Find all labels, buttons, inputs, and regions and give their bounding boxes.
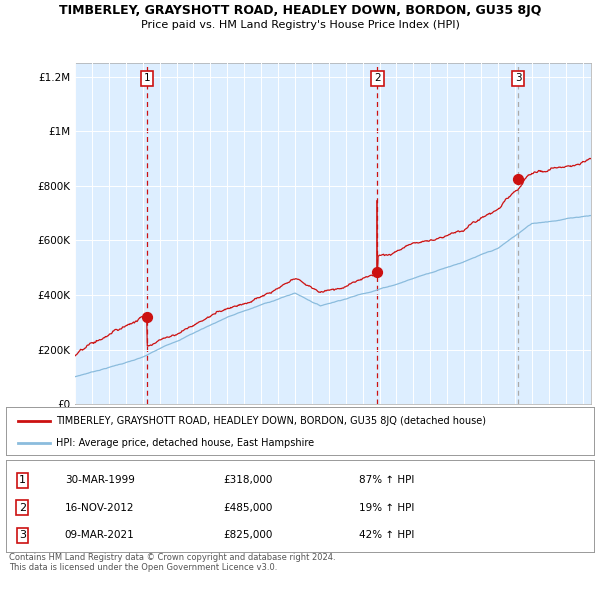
Point bbox=[373, 267, 382, 277]
Text: TIMBERLEY, GRAYSHOTT ROAD, HEADLEY DOWN, BORDON, GU35 8JQ (detached house): TIMBERLEY, GRAYSHOTT ROAD, HEADLEY DOWN,… bbox=[56, 415, 486, 425]
Text: 2: 2 bbox=[374, 74, 381, 83]
Text: £825,000: £825,000 bbox=[224, 530, 273, 540]
Point bbox=[142, 313, 152, 322]
Text: TIMBERLEY, GRAYSHOTT ROAD, HEADLEY DOWN, BORDON, GU35 8JQ: TIMBERLEY, GRAYSHOTT ROAD, HEADLEY DOWN,… bbox=[59, 4, 541, 17]
Text: 42% ↑ HPI: 42% ↑ HPI bbox=[359, 530, 414, 540]
Text: This data is licensed under the Open Government Licence v3.0.: This data is licensed under the Open Gov… bbox=[9, 563, 277, 572]
Text: £485,000: £485,000 bbox=[224, 503, 273, 513]
Text: 1: 1 bbox=[143, 74, 150, 83]
Text: 3: 3 bbox=[19, 530, 26, 540]
Text: 1: 1 bbox=[19, 476, 26, 486]
Text: 09-MAR-2021: 09-MAR-2021 bbox=[65, 530, 134, 540]
Text: 30-MAR-1999: 30-MAR-1999 bbox=[65, 476, 134, 486]
Text: Contains HM Land Registry data © Crown copyright and database right 2024.: Contains HM Land Registry data © Crown c… bbox=[9, 553, 335, 562]
Point bbox=[513, 175, 523, 184]
Text: 3: 3 bbox=[515, 74, 521, 83]
Text: 16-NOV-2012: 16-NOV-2012 bbox=[65, 503, 134, 513]
Text: 19% ↑ HPI: 19% ↑ HPI bbox=[359, 503, 414, 513]
Text: Price paid vs. HM Land Registry's House Price Index (HPI): Price paid vs. HM Land Registry's House … bbox=[140, 20, 460, 30]
Text: £318,000: £318,000 bbox=[224, 476, 273, 486]
Text: 2: 2 bbox=[19, 503, 26, 513]
Text: HPI: Average price, detached house, East Hampshire: HPI: Average price, detached house, East… bbox=[56, 438, 314, 448]
Text: 87% ↑ HPI: 87% ↑ HPI bbox=[359, 476, 414, 486]
